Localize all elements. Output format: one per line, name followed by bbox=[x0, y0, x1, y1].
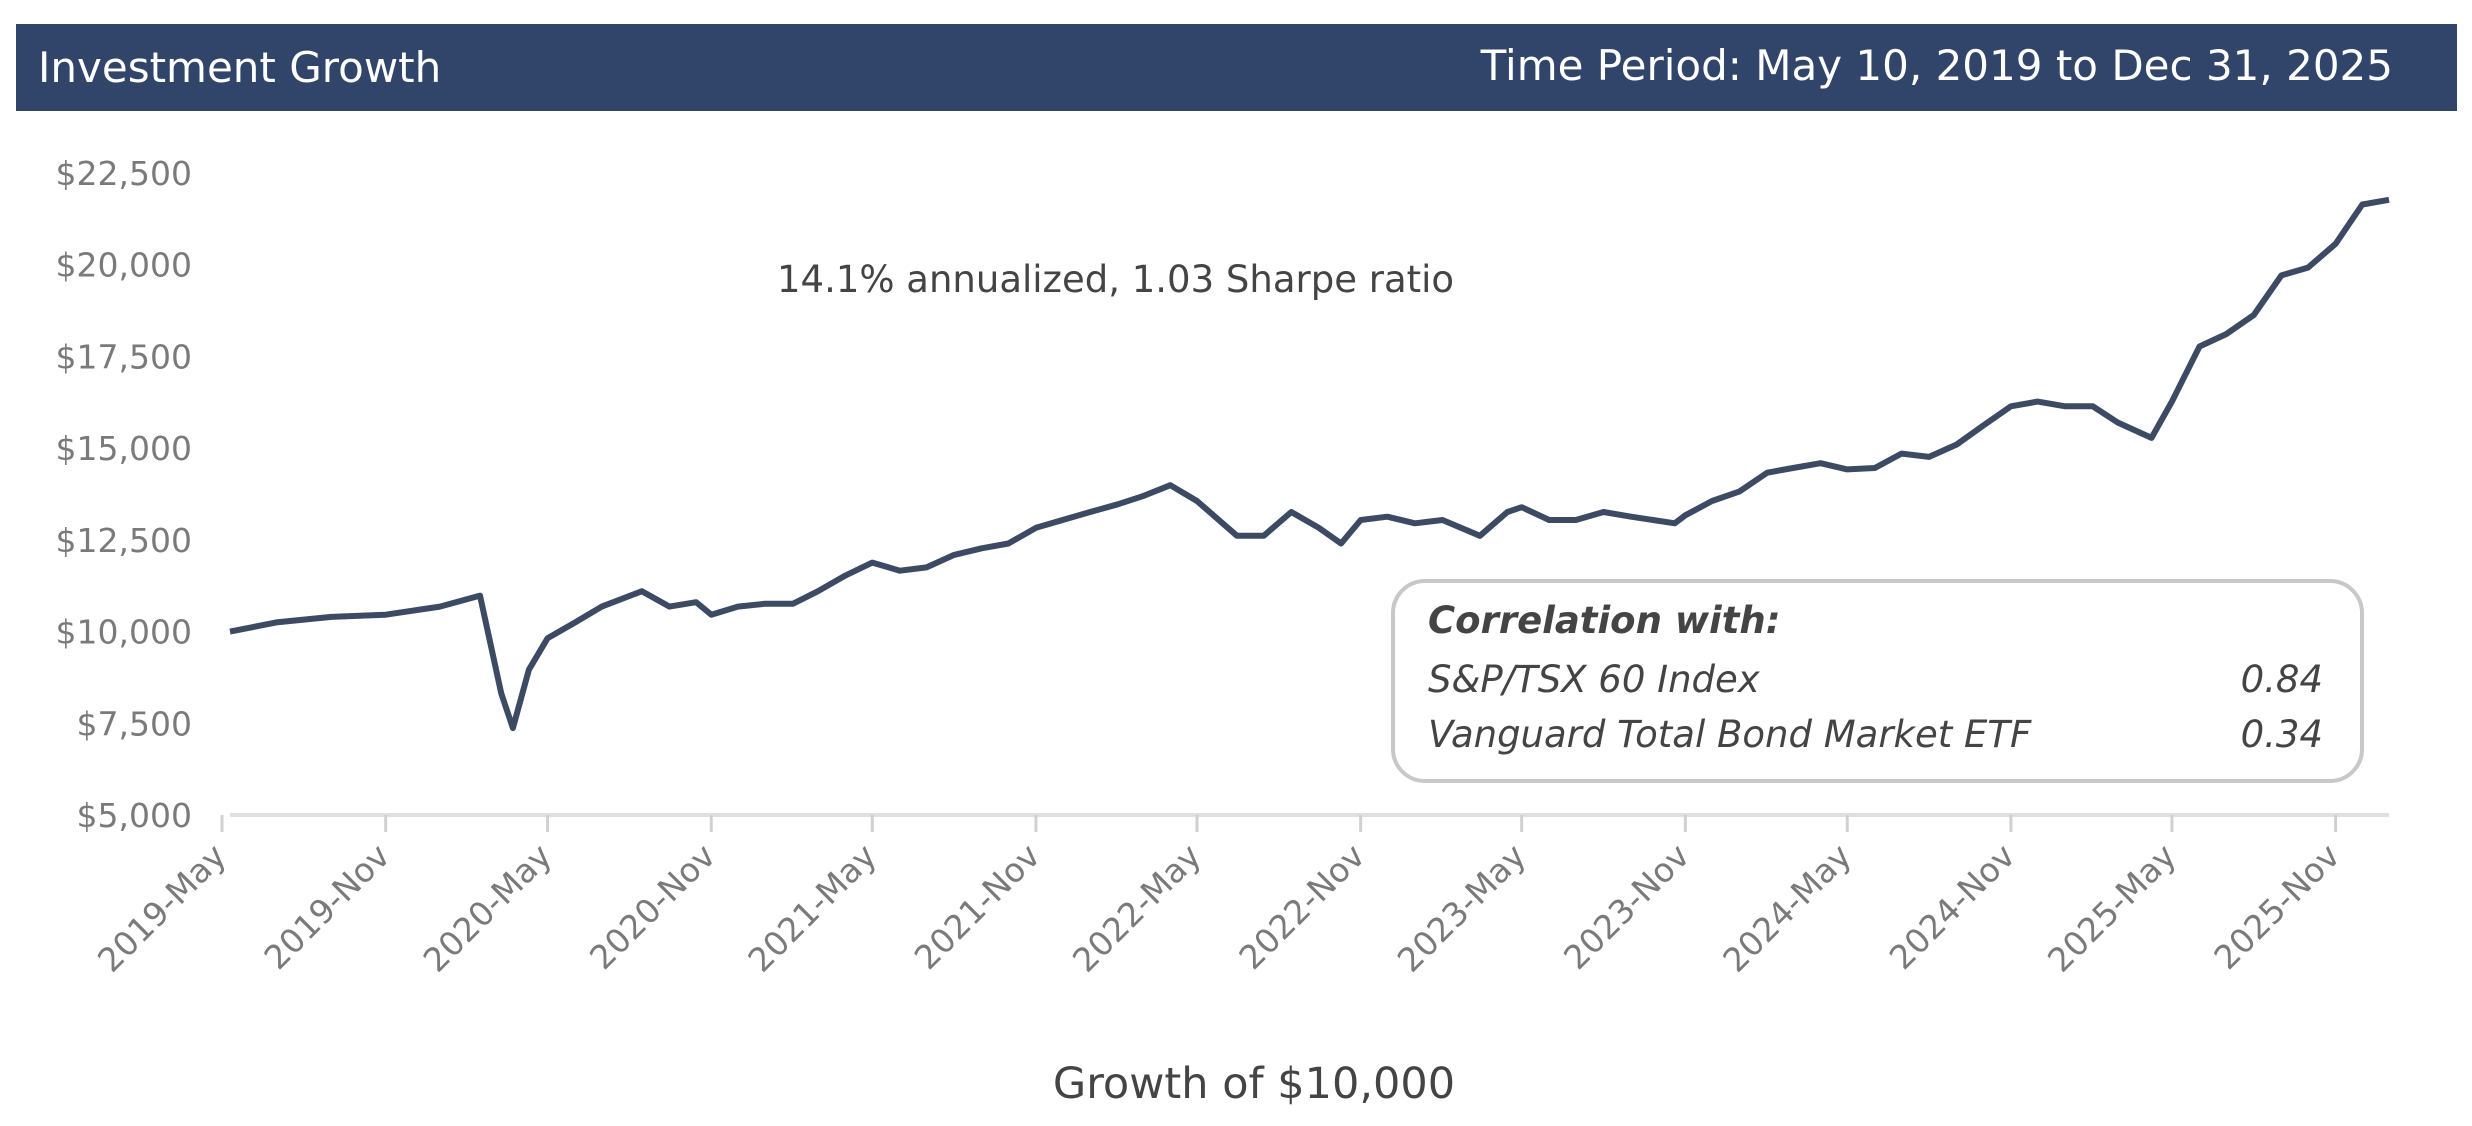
y-tick-label: $5,000 bbox=[77, 796, 192, 835]
x-tick-label: 2021-May bbox=[740, 836, 884, 980]
legend-box bbox=[1391, 579, 2364, 783]
legend-row-value: 0.34 bbox=[2241, 713, 2323, 756]
x-tick-label: 2024-May bbox=[1715, 836, 1859, 980]
legend-row-name: Vanguard Total Bond Market ETF bbox=[1428, 713, 2032, 756]
y-tick-label: $10,000 bbox=[56, 613, 192, 652]
x-tick-label: 2025-May bbox=[2040, 836, 2184, 980]
header-title: Investment Growth bbox=[38, 43, 441, 92]
y-tick-label: $22,500 bbox=[56, 154, 192, 193]
y-axis: $5,000 $7,500 $10,000 $12,500 $15,000 $17,500… bbox=[56, 154, 192, 835]
x-tick-label: 2024-Nov bbox=[1882, 836, 2023, 977]
x-axis: 2019-May 2019-Nov 2020-May 2020-Nov 2021-May… bbox=[90, 815, 2347, 980]
x-tick-label: 2022-Nov bbox=[1231, 836, 1372, 977]
x-tick-label: 2019-Nov bbox=[256, 836, 397, 977]
x-tick-label: 2025-Nov bbox=[2206, 836, 2347, 977]
series-line bbox=[229, 196, 2390, 732]
x-tick-label: 2020-May bbox=[416, 836, 560, 980]
legend-row-name: S&P/TSX 60 Index bbox=[1428, 658, 1761, 701]
y-tick-label: $17,500 bbox=[56, 337, 192, 376]
y-tick-label: $15,000 bbox=[56, 429, 192, 468]
y-tick-label: $12,500 bbox=[56, 521, 192, 560]
header-bar bbox=[16, 24, 2457, 111]
x-tick-label: 2020-Nov bbox=[582, 836, 723, 977]
legend-title: Correlation with: bbox=[1428, 599, 1781, 642]
legend-row-value: 0.84 bbox=[2241, 658, 2323, 701]
x-tick-label: 2022-May bbox=[1065, 836, 1209, 980]
y-tick-label: $7,500 bbox=[77, 704, 192, 743]
correlation-legend: Correlation with: S&P/TSX 60 Index 0.84 … bbox=[1391, 579, 2364, 783]
x-tick-label: 2021-Nov bbox=[907, 836, 1048, 977]
x-tick-label: 2023-Nov bbox=[1556, 836, 1697, 977]
chart-annotation: 14.1% annualized, 1.03 Sharpe ratio bbox=[777, 258, 1454, 301]
header-period: Time Period: May 10, 2019 to Dec 31, 202… bbox=[1480, 41, 2393, 90]
x-tick-label: 2019-May bbox=[90, 836, 234, 980]
y-tick-label: $20,000 bbox=[56, 246, 192, 285]
x-tick-label: 2023-May bbox=[1390, 836, 1534, 980]
x-axis-label: Growth of $10,000 bbox=[1053, 1059, 1455, 1109]
